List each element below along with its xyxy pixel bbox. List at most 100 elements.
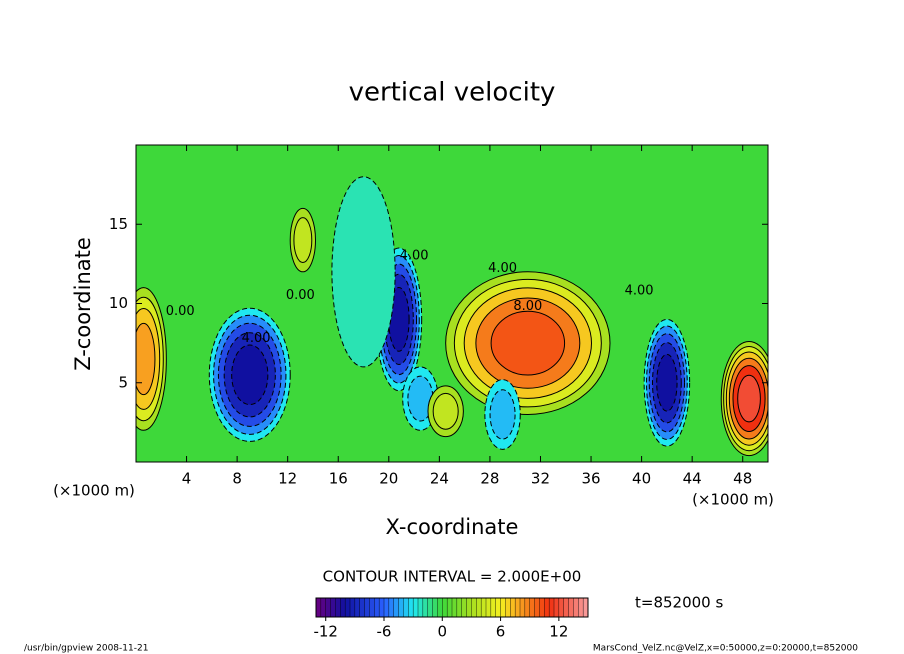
x-tick-label: 36 bbox=[581, 470, 600, 488]
colorbar-cell bbox=[568, 597, 574, 618]
contour-fill bbox=[490, 310, 566, 376]
x-tick-label: 8 bbox=[232, 470, 242, 488]
colorbar-cell bbox=[471, 597, 477, 618]
y-axis-label: Z-coordinate bbox=[71, 237, 95, 371]
colorbar-cell bbox=[442, 597, 448, 618]
contour-fill bbox=[293, 217, 313, 264]
contour-label: 4.00 bbox=[488, 261, 517, 276]
colorbar-cell bbox=[364, 597, 370, 618]
contour-fill bbox=[432, 392, 459, 430]
y-tick-label: 5 bbox=[118, 373, 128, 391]
colorbar-cell bbox=[456, 597, 463, 618]
colorbar-cell bbox=[495, 597, 502, 618]
footer-left: /usr/bin/gpview 2008-11-21 bbox=[24, 644, 148, 654]
colorbar-cell bbox=[427, 597, 434, 618]
colorbar-cell bbox=[514, 597, 521, 618]
colorbar-cell bbox=[548, 597, 555, 618]
field: 4.00 8.00 4.00 0.00 4.00 0.00 4.00 bbox=[136, 145, 768, 462]
colorbar-cell bbox=[446, 597, 453, 618]
colorbar-cell bbox=[480, 597, 487, 618]
colorbar-cell bbox=[553, 597, 560, 618]
colorbar-cell bbox=[349, 597, 356, 618]
contour-label: 8.00 bbox=[513, 299, 542, 314]
colorbar-cell bbox=[398, 597, 404, 618]
y-tick-label: 15 bbox=[109, 215, 128, 233]
colorbar-cell bbox=[325, 597, 332, 618]
colorbar-cell bbox=[573, 597, 579, 618]
time-label: t=852000 s bbox=[635, 594, 723, 612]
contour-label: 4.00 bbox=[400, 248, 429, 263]
colorbar-cell bbox=[510, 597, 516, 618]
x-tick-label: 4 bbox=[182, 470, 192, 488]
colorbar-cell bbox=[461, 597, 468, 618]
colorbar-cell bbox=[432, 597, 438, 618]
colorbar-cell bbox=[505, 597, 511, 618]
colorbar-cell bbox=[558, 597, 565, 618]
colorbar-cell bbox=[500, 597, 506, 618]
colorbar-cell bbox=[519, 597, 526, 618]
colorbar-cell bbox=[320, 597, 327, 618]
contour-fill bbox=[136, 322, 156, 396]
y-tick-label: 10 bbox=[109, 294, 128, 312]
colorbar-cell bbox=[369, 597, 375, 618]
colorbar-cell bbox=[451, 597, 458, 618]
colorbar-cell bbox=[417, 597, 424, 618]
colorbar-cell bbox=[403, 597, 409, 618]
colorbar-cell bbox=[466, 597, 472, 618]
colorbar-tick-label: 0 bbox=[438, 623, 448, 641]
x-tick-label: 32 bbox=[531, 470, 550, 488]
colorbar-cell bbox=[393, 597, 400, 618]
x-tick-label: 28 bbox=[480, 470, 499, 488]
colorbar-cell bbox=[354, 597, 361, 618]
contour-fill bbox=[331, 176, 396, 368]
contour-label: 0.00 bbox=[166, 304, 195, 319]
colorbar-cell bbox=[544, 597, 550, 618]
contour-label: 4.00 bbox=[242, 331, 271, 346]
contour-fill bbox=[388, 286, 410, 352]
x-unit: (×1000 m) bbox=[692, 491, 774, 509]
colorbar-cell bbox=[578, 597, 584, 618]
colorbar-cell bbox=[335, 597, 341, 618]
colorbar-cell bbox=[374, 597, 380, 618]
x-tick-label: 48 bbox=[733, 470, 752, 488]
colorbar-cell bbox=[490, 597, 497, 618]
contour-fill bbox=[489, 389, 516, 440]
colorbar-cell bbox=[359, 597, 366, 618]
colorbar-cell bbox=[422, 597, 429, 618]
colorbar-cell bbox=[476, 597, 482, 618]
contour-label: 4.00 bbox=[625, 283, 654, 298]
contour-fill bbox=[656, 353, 678, 412]
colorbar-frame bbox=[315, 597, 589, 618]
contour-label: 0.00 bbox=[286, 288, 315, 303]
x-tick-label: 24 bbox=[430, 470, 449, 488]
colorbar-cell bbox=[408, 597, 414, 618]
colorbar-cell bbox=[563, 597, 570, 618]
colorbar-cell bbox=[437, 597, 443, 618]
colorbar-tick-label: -12 bbox=[313, 623, 338, 641]
colorbar-cell bbox=[340, 597, 346, 618]
colorbar-tick-label: 6 bbox=[496, 623, 506, 641]
colorbar-cell bbox=[330, 597, 336, 618]
x-axis-label: X-coordinate bbox=[386, 515, 519, 539]
colorbar-tick-label: -6 bbox=[377, 623, 392, 641]
colorbar-cell bbox=[412, 597, 419, 618]
colorbar-cell bbox=[524, 597, 531, 618]
colorbar-cell bbox=[485, 597, 492, 618]
colorbar-cell bbox=[539, 597, 545, 618]
colorbar-tick-label: 12 bbox=[549, 623, 568, 641]
x-tick-label: 16 bbox=[329, 470, 348, 488]
chart-title: vertical velocity bbox=[349, 78, 556, 108]
colorbar-cell bbox=[383, 597, 390, 618]
x-tick-label: 44 bbox=[683, 470, 702, 488]
colorbar-cell bbox=[529, 597, 536, 618]
colorbar-cell bbox=[388, 597, 395, 618]
colorbar-cell bbox=[534, 597, 540, 618]
y-unit: (×1000 m) bbox=[53, 482, 135, 500]
colorbar-cell bbox=[344, 597, 351, 618]
x-tick-label: 20 bbox=[379, 470, 398, 488]
x-tick-label: 12 bbox=[278, 470, 297, 488]
footer-right: MarsCond_VelZ.nc@VelZ,x=0:50000,z=0:2000… bbox=[593, 644, 858, 654]
colorbar-cell bbox=[315, 597, 322, 618]
contour-fill bbox=[231, 344, 269, 406]
